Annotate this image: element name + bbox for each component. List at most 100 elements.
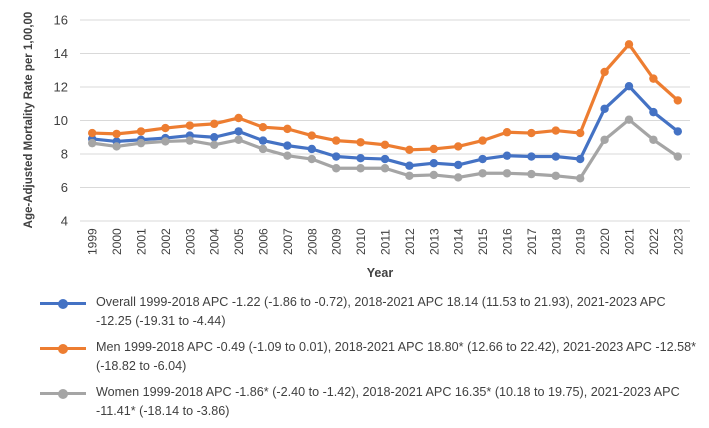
data-point: [161, 137, 170, 146]
data-point: [332, 152, 341, 161]
legend-item-overall: Overall 1999-2018 APC -1.22 (-1.86 to -0…: [40, 293, 700, 331]
y-tick-label: 16: [54, 13, 68, 28]
legend-item-women: Women 1999-2018 APC -1.86* (-2.40 to -1.…: [40, 383, 700, 421]
data-point: [307, 154, 316, 164]
data-point: [649, 107, 658, 117]
data-point: [600, 104, 609, 113]
x-tick-label: 2018: [549, 228, 563, 255]
data-point: [210, 133, 219, 142]
data-point: [161, 123, 170, 133]
legend-label-men: Men 1999-2018 APC -0.49 (-1.09 to 0.01),…: [96, 340, 697, 373]
y-tick-label: 14: [54, 46, 68, 61]
data-point: [258, 123, 268, 132]
data-point: [307, 144, 316, 154]
x-tick-label: 2011: [379, 229, 393, 255]
data-point: [600, 135, 609, 144]
legend: Overall 1999-2018 APC -1.22 (-1.86 to -0…: [40, 293, 700, 428]
data-point: [283, 151, 292, 160]
y-axis-label: Age-Adjusted Mortality Rate per 1,00,00: [23, 12, 35, 229]
data-point: [429, 159, 438, 168]
data-point: [258, 136, 268, 145]
line-chart: 4 6 8 10 12 14 16 1999 2000 2001 2002 2003 2004 2005…: [23, 12, 690, 280]
x-tick-label: 2020: [598, 228, 612, 255]
y-tick-label: 10: [54, 113, 68, 128]
x-tick-label: 2022: [647, 228, 661, 255]
x-tick-label: 2007: [281, 228, 295, 255]
data-point: [527, 152, 536, 161]
x-tick-label: 2009: [330, 228, 344, 255]
y-axis-tick-labels: 4 6 8 10 12 14 16: [54, 13, 68, 229]
legend-label-women: Women 1999-2018 APC -1.86* (-2.40 to -1.…: [96, 385, 680, 418]
data-point: [112, 142, 121, 151]
data-point: [502, 169, 512, 178]
x-tick-label: 2013: [427, 228, 441, 255]
data-point: [478, 136, 487, 145]
data-point: [234, 135, 243, 144]
data-point: [454, 173, 463, 182]
data-point: [332, 164, 341, 173]
data-point: [673, 96, 682, 105]
data-point: [551, 126, 560, 135]
data-point: [356, 153, 365, 163]
data-point: [576, 128, 585, 138]
data-point: [185, 121, 194, 130]
series-line-1: [90, 42, 680, 152]
x-tick-label: 2004: [208, 228, 222, 255]
x-axis-tick-labels: 1999 2000 2001 2002 2003 2004 2005 2006 2007 2008…: [86, 228, 686, 255]
data-point: [551, 152, 560, 161]
data-point: [502, 151, 512, 160]
data-point: [454, 160, 463, 170]
y-tick-label: 6: [61, 180, 68, 195]
data-point: [283, 141, 292, 150]
x-tick-label: 2008: [305, 228, 319, 255]
data-point: [649, 135, 658, 144]
x-tick-label: 2014: [452, 228, 466, 255]
data-point: [673, 127, 682, 136]
data-point: [429, 170, 438, 180]
data-point: [405, 161, 414, 170]
data-point: [283, 124, 292, 134]
x-tick-label: 2023: [671, 228, 685, 255]
x-tick-label: 2015: [476, 228, 490, 255]
data-point: [429, 144, 438, 154]
data-point: [624, 40, 634, 49]
x-tick-label: 2006: [257, 228, 271, 255]
data-point: [380, 164, 390, 173]
data-point: [234, 113, 243, 123]
data-point: [356, 138, 365, 147]
data-point: [88, 128, 97, 138]
x-tick-label: 2003: [183, 228, 197, 255]
data-point: [478, 154, 487, 164]
data-point: [478, 169, 487, 178]
data-point: [210, 119, 219, 129]
series-points: [88, 40, 682, 183]
data-point: [356, 164, 365, 173]
data-point: [527, 128, 536, 138]
data-point: [624, 115, 634, 124]
data-point: [88, 138, 97, 148]
x-tick-label: 2001: [135, 228, 149, 255]
data-point: [454, 142, 463, 151]
data-point: [405, 145, 414, 155]
data-point: [136, 138, 146, 148]
x-tick-label: 2021: [623, 228, 637, 255]
legend-item-men: Men 1999-2018 APC -0.49 (-1.09 to 0.01),…: [40, 338, 700, 376]
data-point: [624, 81, 634, 91]
x-tick-label: 2005: [232, 228, 246, 255]
x-tick-label: 2019: [574, 228, 588, 255]
x-tick-label: 1999: [86, 228, 100, 255]
data-point: [600, 67, 609, 77]
data-point: [502, 128, 512, 137]
x-tick-label: 2010: [354, 228, 368, 255]
y-tick-label: 12: [54, 80, 68, 95]
data-point: [307, 131, 316, 140]
x-axis-label: Year: [367, 266, 394, 280]
x-tick-label: 2012: [403, 228, 417, 255]
data-point: [576, 154, 585, 164]
x-tick-label: 2000: [110, 228, 124, 255]
y-tick-label: 4: [61, 214, 68, 229]
data-point: [258, 144, 268, 154]
data-point: [234, 127, 243, 136]
data-point: [112, 129, 121, 139]
data-point: [136, 127, 146, 136]
